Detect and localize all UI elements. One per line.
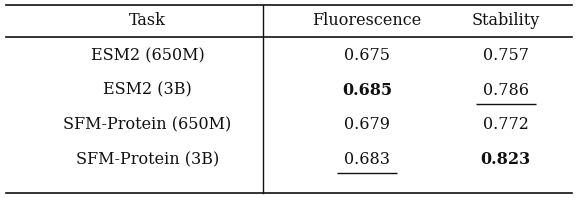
- Text: SFM-Protein (650M): SFM-Protein (650M): [63, 116, 232, 133]
- Text: 0.823: 0.823: [481, 151, 531, 168]
- Text: ESM2 (3B): ESM2 (3B): [103, 82, 192, 99]
- Text: 0.679: 0.679: [344, 116, 390, 133]
- Text: Stability: Stability: [472, 12, 540, 29]
- Text: ESM2 (650M): ESM2 (650M): [91, 47, 204, 64]
- Text: Task: Task: [129, 12, 166, 29]
- Text: 0.683: 0.683: [344, 151, 390, 168]
- Text: 0.685: 0.685: [342, 82, 392, 99]
- Text: 0.772: 0.772: [483, 116, 529, 133]
- Text: Fluorescence: Fluorescence: [312, 12, 422, 29]
- Text: 0.786: 0.786: [483, 82, 529, 99]
- Text: 0.757: 0.757: [483, 47, 529, 64]
- Text: SFM-Protein (3B): SFM-Protein (3B): [76, 151, 219, 168]
- Text: 0.675: 0.675: [344, 47, 390, 64]
